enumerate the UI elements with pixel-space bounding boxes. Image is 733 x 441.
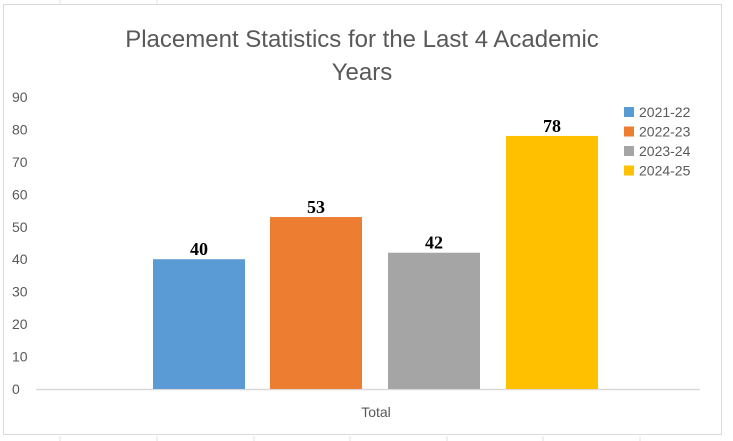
- y-tick-label: 0: [12, 381, 20, 397]
- y-tick-label: 70: [12, 154, 28, 170]
- bar-2021-22: [153, 259, 245, 389]
- legend-swatch: [624, 107, 634, 117]
- legend-swatch: [624, 146, 634, 156]
- y-tick-label: 30: [12, 284, 28, 300]
- data-label-2023-24: 42: [425, 233, 443, 253]
- data-label-2022-23: 53: [307, 197, 325, 217]
- chart-area-border: [3, 4, 722, 435]
- y-tick-label: 40: [12, 251, 28, 267]
- bar-2024-25: [506, 135, 598, 389]
- y-tick-label: 80: [12, 121, 28, 137]
- x-category-label: Total: [361, 404, 391, 420]
- chart-title-line-1: Placement Statistics for the Last 4 Acad…: [125, 26, 599, 53]
- bar-2022-23: [270, 217, 362, 389]
- legend-label: 2024-25: [639, 163, 691, 179]
- legend-label: 2022-23: [639, 124, 691, 140]
- bar-2023-24: [388, 252, 480, 389]
- legend-swatch: [624, 165, 634, 176]
- chart-title-line-2: Years: [332, 59, 393, 86]
- legend-label: 2023-24: [639, 143, 691, 159]
- legend-label: 2021-22: [639, 104, 691, 120]
- data-label-2024-25: 78: [543, 116, 561, 136]
- y-tick-label: 60: [12, 186, 28, 202]
- y-tick-label: 90: [12, 89, 28, 105]
- y-tick-label: 20: [12, 316, 28, 332]
- data-label-2021-22: 40: [190, 239, 208, 259]
- sheet-gridlines: [59, 0, 641, 441]
- y-tick-label: 50: [12, 219, 28, 235]
- y-tick-label: 10: [12, 349, 28, 365]
- legend-swatch: [624, 126, 634, 137]
